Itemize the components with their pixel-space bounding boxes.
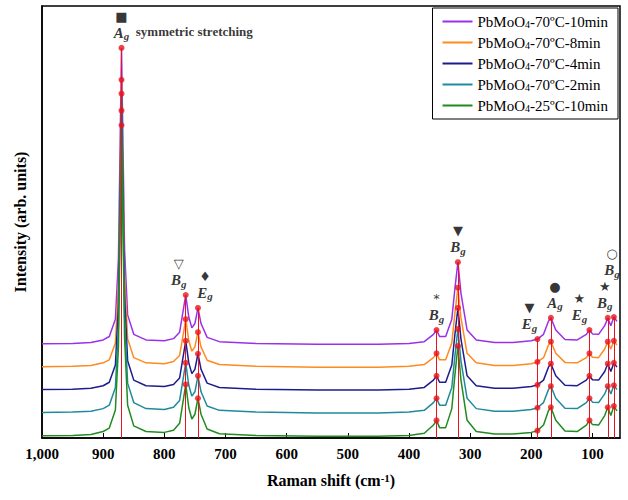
svg-text:g: g bbox=[581, 313, 588, 325]
svg-text:▼: ▼ bbox=[524, 300, 534, 315]
svg-text:g: g bbox=[123, 30, 130, 42]
svg-text:E: E bbox=[521, 316, 532, 332]
svg-text:*: * bbox=[433, 291, 440, 306]
svg-text:4: 4 bbox=[525, 81, 530, 93]
svg-text:1,000: 1,000 bbox=[25, 446, 59, 462]
svg-text:E: E bbox=[196, 285, 207, 301]
svg-text:): ) bbox=[390, 472, 395, 490]
svg-text:g: g bbox=[613, 268, 620, 280]
svg-text:-25ºC-10min: -25ºC-10min bbox=[530, 98, 608, 114]
svg-text:○: ○ bbox=[606, 246, 617, 261]
svg-text:4: 4 bbox=[525, 39, 530, 51]
svg-text:B: B bbox=[170, 272, 181, 288]
svg-text:PbMoO: PbMoO bbox=[478, 77, 526, 93]
svg-text:g: g bbox=[556, 300, 563, 312]
svg-text:g: g bbox=[206, 290, 213, 302]
svg-text:-1: -1 bbox=[381, 472, 390, 484]
svg-text:PbMoO: PbMoO bbox=[478, 98, 526, 114]
svg-text:600: 600 bbox=[275, 446, 298, 462]
svg-text:PbMoO: PbMoO bbox=[478, 56, 526, 72]
svg-text:4: 4 bbox=[525, 102, 530, 114]
svg-text:B: B bbox=[449, 239, 460, 255]
svg-text:4: 4 bbox=[525, 18, 530, 30]
svg-text:▼: ▼ bbox=[453, 223, 463, 238]
svg-text:Intensity (arb. units): Intensity (arb. units) bbox=[12, 152, 30, 293]
svg-text:900: 900 bbox=[92, 446, 115, 462]
svg-text:g: g bbox=[438, 313, 445, 325]
svg-text:500: 500 bbox=[337, 446, 360, 462]
svg-text:●: ● bbox=[549, 279, 560, 294]
svg-text:B: B bbox=[428, 307, 439, 323]
svg-text:PbMoO: PbMoO bbox=[478, 14, 526, 30]
svg-text:symmetric stretching: symmetric stretching bbox=[136, 24, 254, 39]
svg-text:800: 800 bbox=[153, 446, 176, 462]
svg-text:4: 4 bbox=[525, 60, 530, 72]
svg-text:A: A bbox=[546, 295, 557, 311]
svg-text:700: 700 bbox=[214, 446, 237, 462]
svg-text:■: ■ bbox=[115, 9, 127, 24]
svg-text:300: 300 bbox=[459, 446, 482, 462]
svg-text:★: ★ bbox=[599, 279, 611, 294]
svg-text:-70ºC-8min: -70ºC-8min bbox=[530, 35, 601, 51]
svg-text:g: g bbox=[180, 278, 187, 290]
svg-text:200: 200 bbox=[520, 446, 543, 462]
svg-text:400: 400 bbox=[398, 446, 421, 462]
svg-text:E: E bbox=[571, 307, 582, 323]
svg-text:♦: ♦ bbox=[199, 269, 211, 284]
svg-text:-70ºC-10min: -70ºC-10min bbox=[530, 14, 608, 30]
svg-text:B: B bbox=[603, 262, 614, 278]
svg-text:100: 100 bbox=[581, 446, 604, 462]
svg-text:g: g bbox=[459, 245, 466, 257]
svg-text:-70ºC-4min: -70ºC-4min bbox=[530, 56, 601, 72]
svg-text:A: A bbox=[113, 25, 124, 41]
svg-text:▽: ▽ bbox=[174, 256, 184, 271]
svg-text:g: g bbox=[606, 300, 613, 312]
svg-text:Raman shift (cm: Raman shift (cm bbox=[267, 472, 381, 490]
svg-text:★: ★ bbox=[574, 291, 586, 306]
svg-text:-70ºC-2min: -70ºC-2min bbox=[530, 77, 601, 93]
svg-text:g: g bbox=[531, 322, 538, 334]
svg-text:PbMoO: PbMoO bbox=[478, 35, 526, 51]
svg-text:B: B bbox=[596, 295, 607, 311]
